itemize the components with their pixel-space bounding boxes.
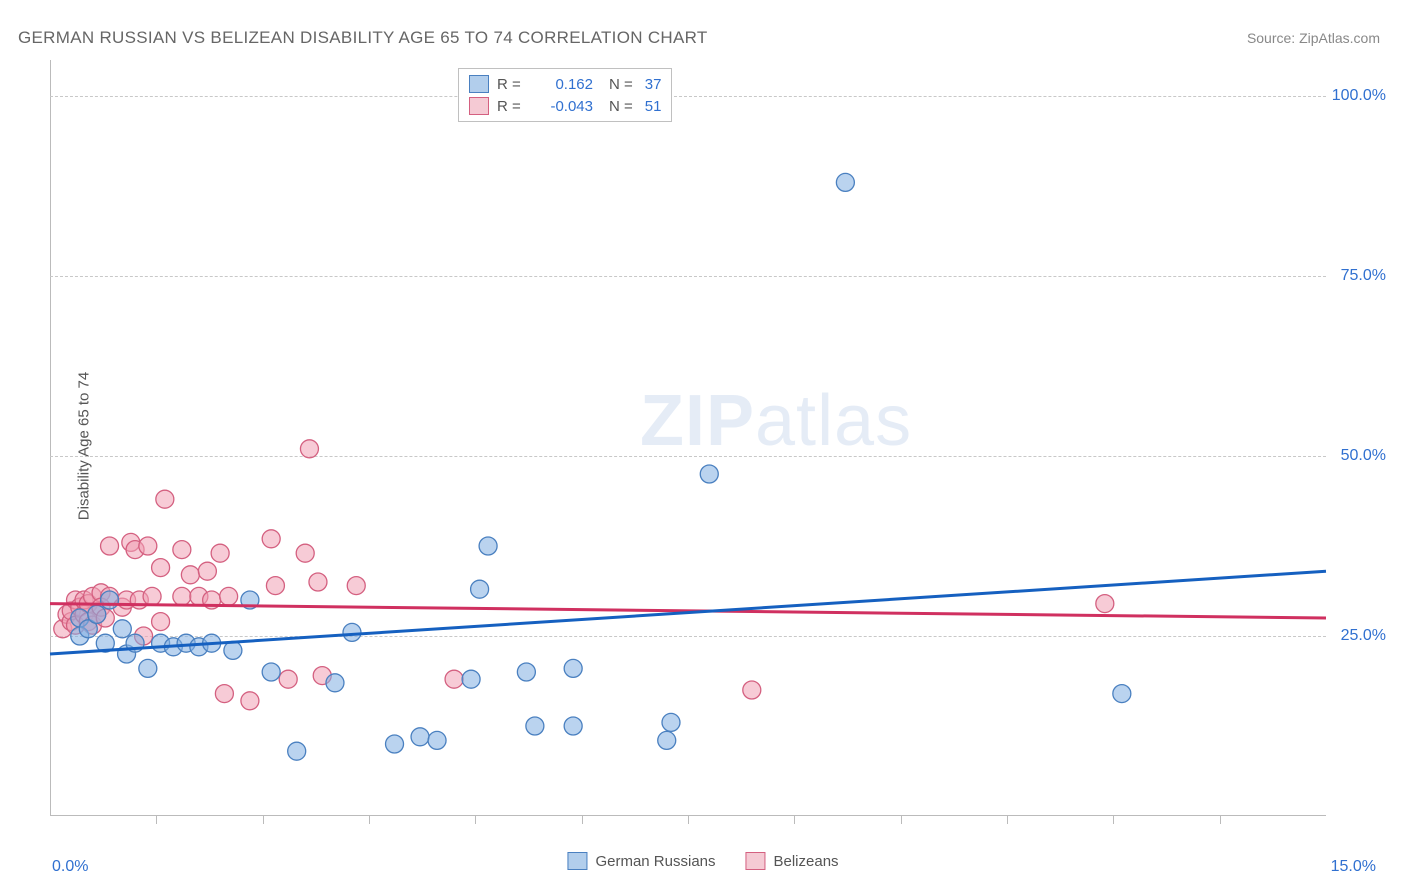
legend-top-row-0: R = 0.162 N = 37 bbox=[469, 73, 661, 95]
scatter-point bbox=[428, 731, 446, 749]
x-tick bbox=[1113, 816, 1114, 824]
scatter-point bbox=[215, 685, 233, 703]
scatter-point bbox=[139, 537, 157, 555]
scatter-point bbox=[343, 623, 361, 641]
y-tick-label: 75.0% bbox=[1341, 267, 1386, 285]
y-tick-label: 25.0% bbox=[1341, 627, 1386, 645]
scatter-point bbox=[220, 587, 238, 605]
scatter-point bbox=[564, 659, 582, 677]
scatter-point bbox=[224, 641, 242, 659]
r-value: -0.043 bbox=[535, 98, 593, 115]
legend-bottom-item-1: Belizeans bbox=[746, 852, 839, 870]
legend-bottom: German Russians Belizeans bbox=[567, 852, 838, 870]
legend-bottom-item-0: German Russians bbox=[567, 852, 715, 870]
x-tick bbox=[369, 816, 370, 824]
scatter-point bbox=[564, 717, 582, 735]
n-label: N = bbox=[609, 76, 633, 93]
scatter-point bbox=[471, 580, 489, 598]
scatter-point bbox=[1096, 595, 1114, 613]
x-tick bbox=[901, 816, 902, 824]
scatter-point bbox=[262, 530, 280, 548]
n-value: 37 bbox=[645, 76, 662, 93]
scatter-point bbox=[479, 537, 497, 555]
x-axis-right-label: 15.0% bbox=[1331, 858, 1376, 876]
plot-svg bbox=[50, 60, 1326, 816]
x-axis-left-label: 0.0% bbox=[52, 858, 88, 876]
scatter-point bbox=[326, 674, 344, 692]
scatter-point bbox=[347, 577, 365, 595]
scatter-point bbox=[700, 465, 718, 483]
y-tick-label: 100.0% bbox=[1332, 87, 1386, 105]
legend-label: German Russians bbox=[595, 853, 715, 870]
scatter-point bbox=[309, 573, 327, 591]
scatter-point bbox=[743, 681, 761, 699]
scatter-point bbox=[462, 670, 480, 688]
legend-top: R = 0.162 N = 37 R = -0.043 N = 51 bbox=[458, 68, 672, 122]
swatch-pink bbox=[469, 97, 489, 115]
scatter-point bbox=[526, 717, 544, 735]
scatter-point bbox=[279, 670, 297, 688]
n-value: 51 bbox=[645, 98, 662, 115]
regression-lines bbox=[50, 571, 1326, 654]
x-tick bbox=[475, 816, 476, 824]
scatter-point bbox=[181, 566, 199, 584]
regression-line bbox=[50, 604, 1326, 618]
scatter-point bbox=[1113, 685, 1131, 703]
scatter-point bbox=[662, 713, 680, 731]
scatter-point bbox=[101, 537, 119, 555]
scatter-point bbox=[658, 731, 676, 749]
scatter-point bbox=[266, 577, 284, 595]
x-tick bbox=[1007, 816, 1008, 824]
scatter-point bbox=[262, 663, 280, 681]
r-value: 0.162 bbox=[535, 76, 593, 93]
scatter-point bbox=[173, 541, 191, 559]
scatter-series-pink bbox=[54, 440, 1114, 710]
x-tick bbox=[688, 816, 689, 824]
x-tick bbox=[1220, 816, 1221, 824]
scatter-point bbox=[445, 670, 463, 688]
swatch-pink bbox=[746, 852, 766, 870]
scatter-point bbox=[241, 692, 259, 710]
scatter-point bbox=[152, 559, 170, 577]
scatter-series-blue bbox=[71, 173, 1131, 760]
legend-label: Belizeans bbox=[774, 853, 839, 870]
scatter-point bbox=[173, 587, 191, 605]
swatch-blue bbox=[469, 75, 489, 93]
legend-top-row-1: R = -0.043 N = 51 bbox=[469, 95, 661, 117]
scatter-point bbox=[152, 613, 170, 631]
scatter-point bbox=[386, 735, 404, 753]
scatter-point bbox=[211, 544, 229, 562]
scatter-point bbox=[300, 440, 318, 458]
scatter-point bbox=[88, 605, 106, 623]
regression-line bbox=[50, 571, 1326, 654]
x-tick bbox=[263, 816, 264, 824]
x-tick bbox=[582, 816, 583, 824]
scatter-point bbox=[411, 728, 429, 746]
source-attribution: Source: ZipAtlas.com bbox=[1247, 30, 1380, 46]
r-label: R = bbox=[497, 76, 527, 93]
x-tick bbox=[156, 816, 157, 824]
swatch-blue bbox=[567, 852, 587, 870]
x-tick bbox=[794, 816, 795, 824]
chart-title: GERMAN RUSSIAN VS BELIZEAN DISABILITY AG… bbox=[18, 28, 708, 48]
scatter-point bbox=[288, 742, 306, 760]
n-label: N = bbox=[609, 98, 633, 115]
scatter-point bbox=[517, 663, 535, 681]
scatter-point bbox=[139, 659, 157, 677]
scatter-point bbox=[101, 591, 119, 609]
y-tick-label: 50.0% bbox=[1341, 447, 1386, 465]
scatter-point bbox=[836, 173, 854, 191]
scatter-point bbox=[156, 490, 174, 508]
scatter-point bbox=[143, 587, 161, 605]
scatter-point bbox=[296, 544, 314, 562]
scatter-point bbox=[113, 620, 131, 638]
scatter-point bbox=[198, 562, 216, 580]
r-label: R = bbox=[497, 98, 527, 115]
